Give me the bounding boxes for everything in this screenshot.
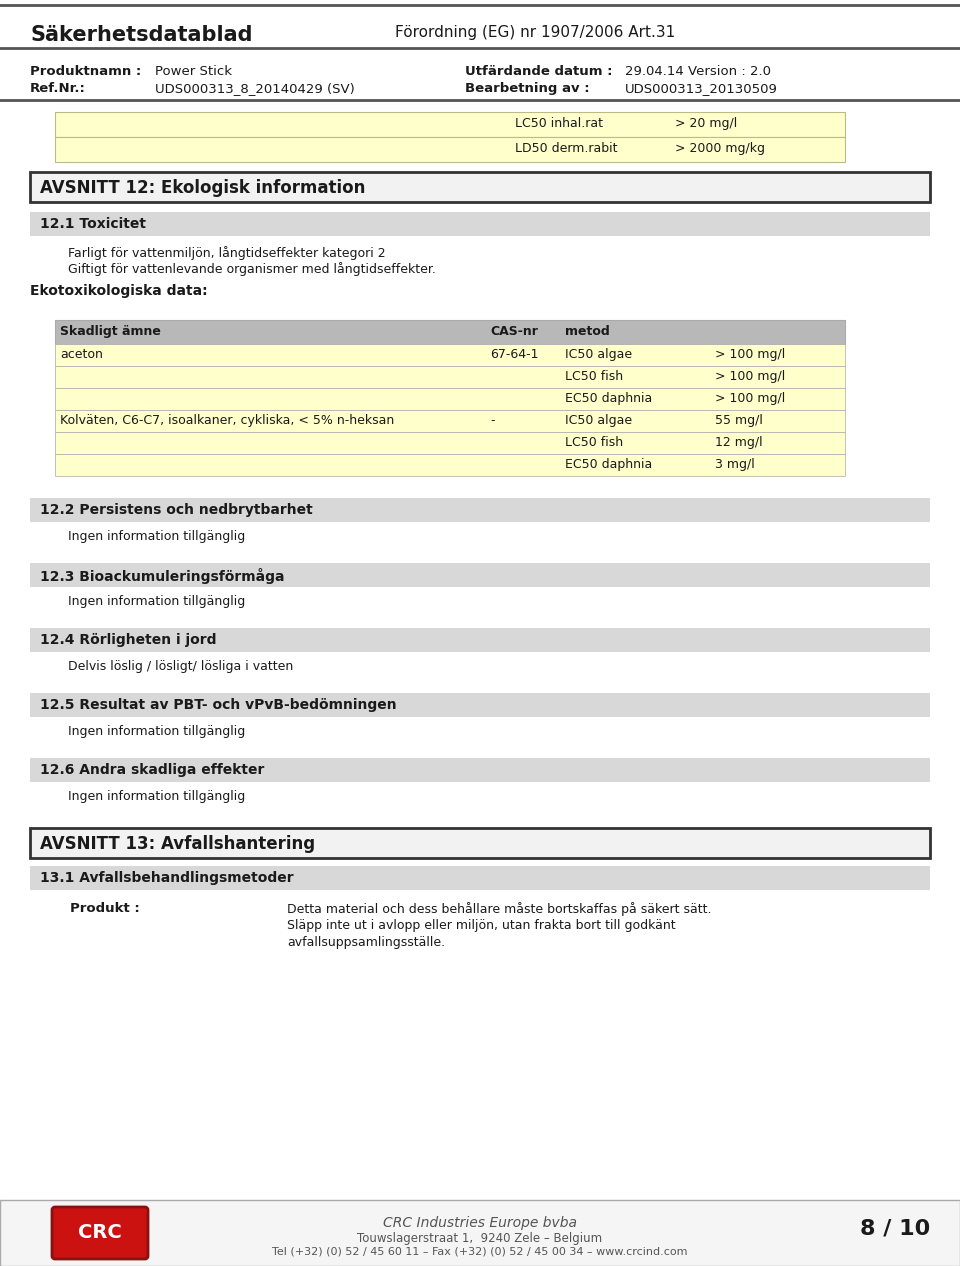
Bar (30, 758, 930, 782)
Text: Kolväten, C6-C7, isoalkaner, cykliska, < 5% n-heksan: Kolväten, C6-C7, isoalkaner, cykliska, <… (60, 414, 395, 427)
Bar (30, 693, 930, 717)
Bar (55, 366, 845, 387)
Bar (55, 344, 845, 366)
Bar (30, 628, 930, 652)
Text: CAS-nr: CAS-nr (490, 325, 538, 338)
Text: AVSNITT 13: Avfallshantering: AVSNITT 13: Avfallshantering (40, 836, 315, 853)
Text: Säkerhetsdatablad: Säkerhetsdatablad (30, 25, 252, 46)
Text: metod: metod (565, 325, 610, 338)
Text: 67-64-1: 67-64-1 (490, 348, 539, 361)
Text: Ingen information tillgänglig: Ingen information tillgänglig (68, 595, 245, 608)
Text: 12 mg/l: 12 mg/l (715, 436, 762, 449)
Bar (55, 410, 845, 432)
Text: Farligt för vattenmiljön, långtidseffekter kategori 2: Farligt för vattenmiljön, långtidseffekt… (68, 246, 386, 260)
Bar (55, 137, 845, 162)
Text: IC50 algae: IC50 algae (565, 414, 632, 427)
Text: Ingen information tillgänglig: Ingen information tillgänglig (68, 790, 245, 803)
Bar (30, 866, 930, 890)
Bar (30, 172, 930, 203)
Text: EC50 daphnia: EC50 daphnia (565, 458, 652, 471)
Text: Utfärdande datum :: Utfärdande datum : (465, 65, 612, 78)
Bar (30, 498, 930, 522)
Text: 12.2 Persistens och nedbrytbarhet: 12.2 Persistens och nedbrytbarhet (40, 503, 313, 517)
Text: UDS000313_20130509: UDS000313_20130509 (625, 82, 778, 95)
FancyBboxPatch shape (52, 1206, 148, 1258)
Bar (30, 828, 930, 858)
Text: -: - (490, 414, 494, 427)
Text: UDS000313_8_20140429 (SV): UDS000313_8_20140429 (SV) (155, 82, 355, 95)
Text: aceton: aceton (60, 348, 103, 361)
Text: CRC Industries Europe bvba: CRC Industries Europe bvba (383, 1217, 577, 1231)
Text: Produkt :: Produkt : (70, 901, 140, 915)
Text: Delvis löslig / lösligt/ lösliga i vatten: Delvis löslig / lösligt/ lösliga i vatte… (68, 660, 293, 674)
Text: Touwslagerstraat 1,  9240 Zele – Belgium: Touwslagerstraat 1, 9240 Zele – Belgium (357, 1232, 603, 1244)
Text: > 100 mg/l: > 100 mg/l (715, 348, 785, 361)
Text: > 100 mg/l: > 100 mg/l (715, 392, 785, 405)
Text: CRC: CRC (78, 1223, 122, 1242)
Text: Förordning (EG) nr 1907/2006 Art.31: Förordning (EG) nr 1907/2006 Art.31 (395, 25, 675, 41)
Bar (55, 454, 845, 476)
Text: Skadligt ämne: Skadligt ämne (60, 325, 161, 338)
Text: 12.4 Rörligheten i jord: 12.4 Rörligheten i jord (40, 633, 217, 647)
Text: Släpp inte ut i avlopp eller miljön, utan frakta bort till godkänt: Släpp inte ut i avlopp eller miljön, uta… (287, 919, 676, 932)
Text: 8 / 10: 8 / 10 (860, 1218, 930, 1238)
Text: 12.3 Bioackumuleringsförmåga: 12.3 Bioackumuleringsförmåga (40, 568, 284, 584)
Text: IC50 algae: IC50 algae (565, 348, 632, 361)
Text: LC50 fish: LC50 fish (565, 370, 623, 384)
Bar (55, 111, 845, 137)
Text: Bearbetning av :: Bearbetning av : (465, 82, 589, 95)
Text: LD50 derm.rabit: LD50 derm.rabit (515, 142, 617, 154)
Text: Tel (+32) (0) 52 / 45 60 11 – Fax (+32) (0) 52 / 45 00 34 – www.crcind.com: Tel (+32) (0) 52 / 45 60 11 – Fax (+32) … (273, 1247, 687, 1257)
Text: > 100 mg/l: > 100 mg/l (715, 370, 785, 384)
Text: > 2000 mg/kg: > 2000 mg/kg (675, 142, 765, 154)
Text: Detta material och dess behållare måste bortskaffas på säkert sätt.: Detta material och dess behållare måste … (287, 901, 711, 917)
Bar (30, 211, 930, 235)
Text: 12.5 Resultat av PBT- och vPvB-bedömningen: 12.5 Resultat av PBT- och vPvB-bedömning… (40, 698, 396, 711)
Text: Ingen information tillgänglig: Ingen information tillgänglig (68, 725, 245, 738)
Text: 12.1 Toxicitet: 12.1 Toxicitet (40, 216, 146, 230)
Text: 12.6 Andra skadliga effekter: 12.6 Andra skadliga effekter (40, 763, 264, 777)
Bar (55, 320, 845, 344)
Text: Produktnamn :: Produktnamn : (30, 65, 141, 78)
Text: LC50 fish: LC50 fish (565, 436, 623, 449)
Text: 29.04.14 Version : 2.0: 29.04.14 Version : 2.0 (625, 65, 771, 78)
Text: AVSNITT 12: Ekologisk information: AVSNITT 12: Ekologisk information (40, 179, 366, 197)
Bar (55, 387, 845, 410)
Text: Ekotoxikologiska data:: Ekotoxikologiska data: (30, 284, 207, 298)
Bar (0, 1200, 960, 1266)
Text: 55 mg/l: 55 mg/l (715, 414, 763, 427)
Bar (55, 432, 845, 454)
Text: Ingen information tillgänglig: Ingen information tillgänglig (68, 530, 245, 543)
Bar (30, 563, 930, 587)
Text: Power Stick: Power Stick (155, 65, 232, 78)
Text: > 20 mg/l: > 20 mg/l (675, 116, 737, 130)
Text: 3 mg/l: 3 mg/l (715, 458, 755, 471)
Text: Giftigt för vattenlevande organismer med långtidseffekter.: Giftigt för vattenlevande organismer med… (68, 262, 436, 276)
Text: Ref.Nr.:: Ref.Nr.: (30, 82, 85, 95)
Text: 13.1 Avfallsbehandlingsmetoder: 13.1 Avfallsbehandlingsmetoder (40, 871, 294, 885)
Text: EC50 daphnia: EC50 daphnia (565, 392, 652, 405)
Text: LC50 inhal.rat: LC50 inhal.rat (515, 116, 603, 130)
Text: avfallsuppsamlingsställe.: avfallsuppsamlingsställe. (287, 936, 445, 950)
